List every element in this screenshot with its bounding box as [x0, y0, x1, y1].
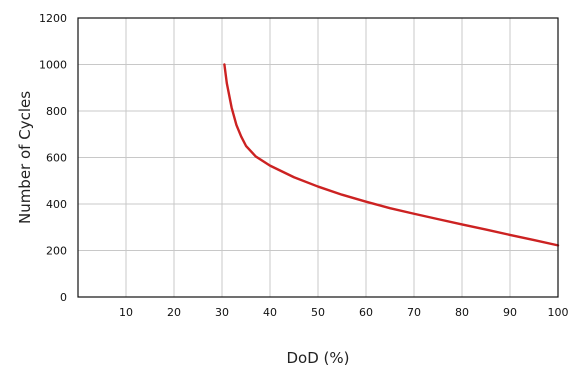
y-tick-label: 800 — [46, 105, 67, 118]
y-tick-label: 1000 — [39, 59, 67, 72]
y-tick-label: 400 — [46, 198, 67, 211]
y-tick-label: 1200 — [39, 12, 67, 25]
y-tick-labels: 0 200 400 600 800 1000 1200 — [39, 12, 67, 304]
x-tick-label: 90 — [503, 306, 517, 319]
plot-frame — [77, 17, 559, 298]
x-tick-label: 70 — [407, 306, 421, 319]
x-tick-label: 30 — [215, 306, 229, 319]
series-layer — [223, 63, 560, 247]
x-tick-label: 60 — [359, 306, 373, 319]
x-tick-label: 10 — [119, 306, 133, 319]
grid — [78, 18, 558, 297]
x-tick-label: 80 — [455, 306, 469, 319]
x-tick-label: 100 — [548, 306, 569, 319]
y-axis-label: Number of Cycles — [16, 91, 34, 224]
y-tick-label: 600 — [46, 152, 67, 165]
series-line — [223, 63, 560, 247]
x-axis-label: DoD (%) — [286, 349, 349, 367]
y-tick-label: 0 — [60, 291, 67, 304]
y-tick-label: 200 — [46, 245, 67, 258]
x-tick-label: 20 — [167, 306, 181, 319]
x-tick-label: 50 — [311, 306, 325, 319]
x-tick-label: 40 — [263, 306, 277, 319]
x-tick-labels: 10 20 30 40 50 60 70 80 90 100 — [119, 306, 569, 319]
